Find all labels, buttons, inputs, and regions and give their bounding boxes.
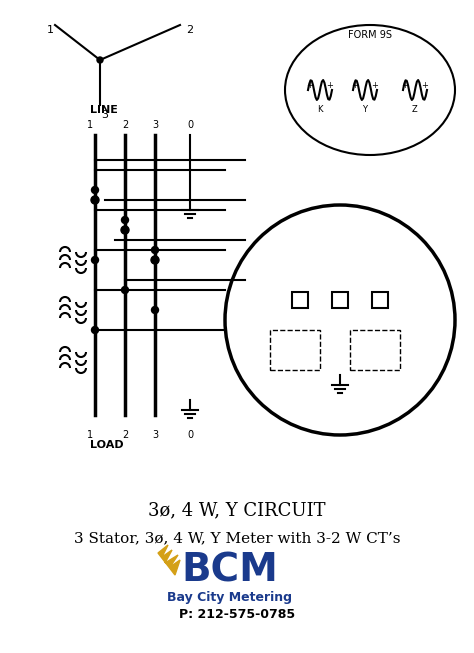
Text: P: 212-575-0785: P: 212-575-0785 [179, 609, 295, 622]
Text: +: + [421, 80, 428, 89]
Text: 3: 3 [152, 430, 158, 440]
Bar [292, 292, 308, 308]
Bar [350, 330, 400, 370]
Text: 3 Stator, 3ø, 4 W, Y Meter with 3-2 W CT’s: 3 Stator, 3ø, 4 W, Y Meter with 3-2 W CT… [74, 531, 400, 545]
Text: 1: 1 [87, 120, 93, 130]
Text: +: + [372, 80, 378, 89]
Text: LINE: LINE [90, 105, 118, 115]
Circle shape [152, 306, 158, 313]
Circle shape [91, 187, 99, 193]
Text: 1: 1 [46, 25, 54, 35]
Circle shape [152, 246, 158, 253]
Text: +: + [327, 80, 333, 89]
Text: 0: 0 [187, 120, 193, 130]
Circle shape [121, 287, 128, 293]
Text: Z: Z [412, 106, 418, 114]
Text: Bay City Metering: Bay City Metering [167, 590, 292, 603]
Text: +: + [401, 80, 409, 89]
Polygon shape [158, 545, 180, 575]
Text: +: + [307, 80, 313, 89]
Circle shape [151, 256, 159, 264]
Text: 3ø, 4 W, Y CIRCUIT: 3ø, 4 W, Y CIRCUIT [148, 501, 326, 519]
Circle shape [91, 257, 99, 264]
Circle shape [97, 57, 103, 63]
Circle shape [121, 226, 129, 234]
Bar [270, 330, 320, 370]
Text: +: + [352, 80, 358, 89]
Bar [332, 292, 348, 308]
Circle shape [121, 217, 128, 223]
Text: FORM 9S: FORM 9S [348, 30, 392, 40]
Text: 3: 3 [152, 120, 158, 130]
Text: Y: Y [363, 106, 367, 114]
Circle shape [91, 196, 99, 204]
Text: 1: 1 [87, 430, 93, 440]
Text: 2: 2 [186, 25, 193, 35]
Circle shape [91, 326, 99, 334]
Text: LOAD: LOAD [90, 440, 124, 450]
Text: K: K [317, 106, 323, 114]
Bar [372, 292, 388, 308]
Text: 2: 2 [122, 430, 128, 440]
Text: 0: 0 [187, 430, 193, 440]
Text: 3: 3 [101, 110, 109, 120]
Text: BCM: BCM [182, 551, 278, 589]
Text: 2: 2 [122, 120, 128, 130]
